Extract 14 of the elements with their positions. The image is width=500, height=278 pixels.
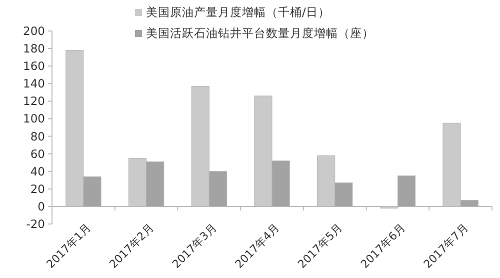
- legend-label: 美国原油产量月度增幅（千桶/日）: [146, 5, 330, 19]
- y-tick-label: 20: [30, 182, 45, 196]
- y-tick-label: 0: [38, 199, 45, 214]
- y-tick-label: 80: [30, 129, 45, 144]
- y-tick-label: 100: [23, 112, 45, 126]
- y-tick-label: -20: [26, 217, 45, 231]
- y-tick-label: 200: [23, 24, 45, 38]
- y-tick-label: 140: [23, 76, 45, 91]
- y-tick-label: 180: [23, 42, 45, 56]
- y-tick-label: 160: [23, 59, 45, 74]
- y-tick-label: 40: [30, 164, 45, 178]
- y-tick-label: 120: [23, 94, 45, 108]
- legend-label: 美国活跃石油钻井平台数量月度增幅（座）: [146, 26, 374, 40]
- y-tick-label: 60: [30, 146, 45, 161]
